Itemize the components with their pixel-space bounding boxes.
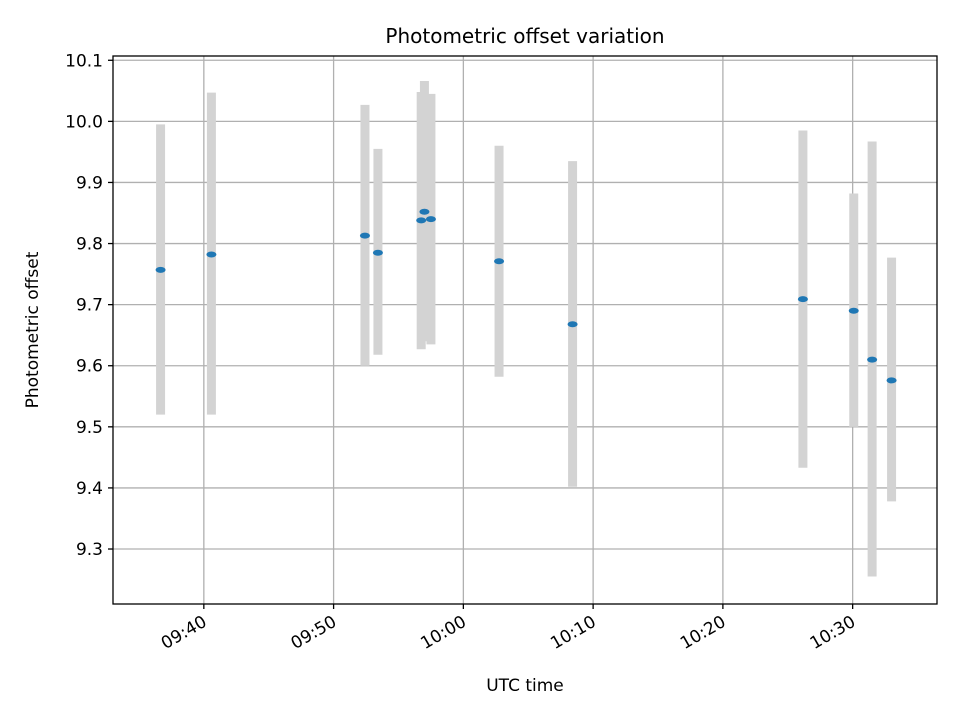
y-tick-label: 9.5: [76, 418, 103, 438]
data-point: [848, 307, 859, 314]
y-tick-label: 9.4: [76, 479, 103, 499]
data-point: [359, 232, 370, 239]
plot-frame: [112, 55, 938, 605]
y-tick-label: 9.9: [76, 173, 103, 193]
data-point: [206, 251, 217, 258]
grid-lines: [113, 56, 937, 604]
data-point: [155, 266, 166, 273]
y-tick-label: 10.0: [65, 112, 103, 132]
y-tick-label: 9.8: [76, 235, 103, 255]
y-tick-label: 9.6: [76, 357, 103, 377]
data-point: [425, 216, 436, 223]
data-point: [416, 217, 427, 224]
data-point: [372, 249, 383, 256]
data-point: [419, 208, 430, 215]
data-point: [886, 377, 897, 384]
data-point: [567, 321, 578, 328]
y-tick-label: 10.1: [65, 51, 103, 71]
data-point: [494, 258, 505, 265]
y-tick-label: 9.3: [76, 540, 103, 560]
x-axis-label: UTC time: [486, 676, 564, 696]
data-point: [797, 296, 808, 303]
y-tick-label: 9.7: [76, 296, 103, 316]
data-points: [155, 208, 897, 384]
data-point: [867, 356, 878, 363]
y-axis-label: Photometric offset: [23, 251, 43, 408]
chart-title: Photometric offset variation: [385, 24, 664, 48]
